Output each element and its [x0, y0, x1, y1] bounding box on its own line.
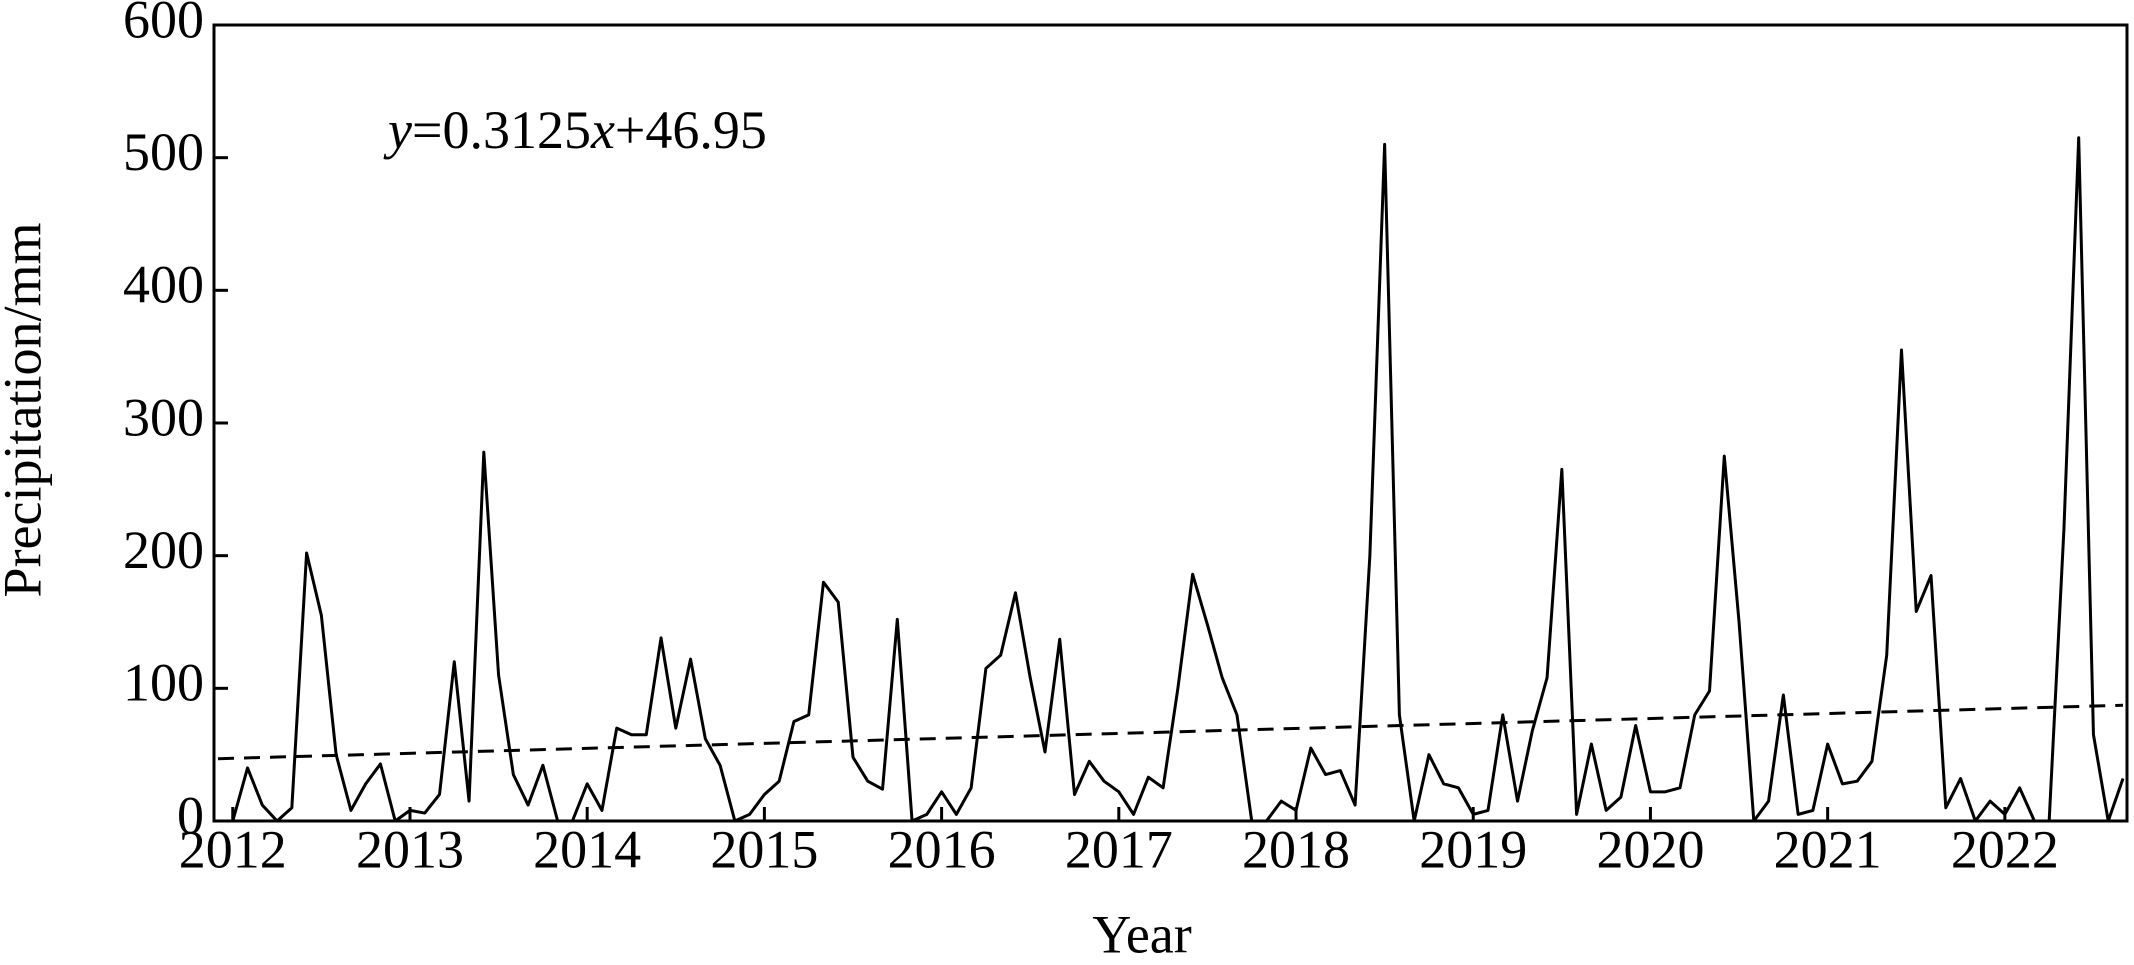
x-tick-label: 2019	[1419, 819, 1527, 879]
y-tick-label: 400	[123, 255, 204, 315]
x-tick-label: 2017	[1065, 819, 1173, 879]
y-tick-label: 200	[123, 520, 204, 580]
y-axis-label: Precipitation/mm	[0, 223, 52, 598]
trend-line	[217, 703, 2124, 761]
x-tick-label: 2021	[1774, 819, 1882, 879]
x-tick-label: 2016	[888, 819, 996, 879]
y-tick-label: 0	[177, 785, 204, 845]
y-tick-label: 100	[123, 653, 204, 713]
x-tick-label: 2022	[1951, 819, 2059, 879]
x-tick-label: 2015	[710, 819, 818, 879]
x-tick-label: 2018	[1242, 819, 1350, 879]
y-tick-label: 300	[123, 387, 204, 447]
y-tick-label: 600	[123, 0, 204, 49]
annotation: y=0.3125x+46.95	[383, 100, 767, 160]
x-tick-label: 2020	[1596, 819, 1704, 879]
x-tick-label: 2013	[356, 819, 464, 879]
x-tick-label: 2012	[179, 819, 287, 879]
precipitation-line	[218, 136, 2125, 823]
y-tick-label: 500	[123, 122, 204, 182]
x-tick-label: 2014	[533, 819, 641, 879]
x-axis-label: Year	[1092, 904, 1192, 964]
